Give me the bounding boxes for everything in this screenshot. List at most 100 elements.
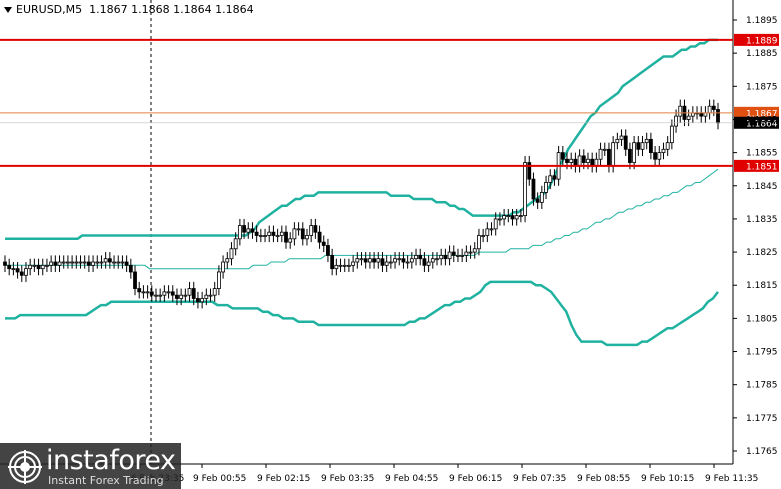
candle [242,218,246,239]
candle [636,136,641,156]
candle [166,285,171,299]
candle-body [66,261,70,264]
time-tick-label: 9 Feb 02:15 [257,474,310,484]
candle [296,222,301,236]
candle [493,212,498,236]
candle [32,258,37,272]
chevron-down-icon[interactable] [4,7,12,13]
candle-body [229,248,234,260]
candle-body [254,231,259,236]
candle [665,136,670,156]
candle [78,255,83,269]
candle-body [28,264,33,270]
candle [24,262,28,282]
instaforex-logo: instaforex Instant Forex Trading [0,443,181,489]
candle [397,252,402,266]
candle [334,258,339,276]
candle [384,255,389,272]
bid-price-tag-label: 1.1864 [746,119,778,129]
candle-body [464,251,469,256]
candle [628,142,632,170]
candle [57,255,62,272]
candle [535,192,540,209]
support-level-tag [734,159,779,172]
candle [544,175,548,200]
price-tick-label: 1.1815 [746,281,778,291]
candle [141,285,146,299]
candle-body [305,235,309,240]
candle-body [707,105,712,114]
candle-body [57,261,62,266]
candle-body [11,268,16,271]
candle-body [141,291,146,294]
candle [498,212,502,226]
time-tick-label: 9 Feb 10:15 [641,474,694,484]
candle-body [225,258,230,263]
candle-body [334,264,339,270]
candle [208,288,213,302]
candle [456,248,460,263]
candle [451,245,456,263]
candle-body [124,261,129,266]
candle-body [15,268,20,273]
candle [443,248,448,266]
candle-body [426,261,431,266]
candle [45,258,49,272]
support-level-tag-label: 1.1851 [746,162,778,172]
candle-body [271,231,276,236]
candle-body [493,218,498,230]
time-tick-label: 9 Feb 00:55 [193,474,246,484]
time-tick-label: 9 Feb 03:35 [321,474,374,484]
candle-body [607,148,611,167]
candle [200,291,205,309]
candle [531,172,536,206]
candle [602,142,607,156]
candle-body [242,225,246,233]
lower-bollinger-band [5,280,719,347]
candle [86,255,91,272]
candle [506,208,511,223]
candle-body [342,264,347,267]
candle-body [183,294,188,297]
candle-body [544,182,548,193]
candle [3,255,7,272]
candle [191,281,196,306]
candle [472,242,477,259]
candle-body [372,258,376,263]
candle-body [145,291,150,294]
candle-body [200,298,205,303]
candle-body [535,198,540,203]
candle-body [24,268,28,276]
candle-body [99,261,104,264]
candle [405,255,410,269]
ohlc-quotes: 1.1867 1.1868 1.1864 1.1864 [89,3,254,16]
candle-body [284,231,288,243]
candle [145,285,150,299]
candle [321,235,326,253]
candle [527,155,532,186]
candle-body [40,264,45,270]
candle-body [586,158,590,163]
candle-body [246,228,251,233]
price-tick-label: 1.1825 [746,248,778,258]
candle [523,155,527,223]
candle-body [49,261,54,266]
candle [548,169,553,190]
candle [99,255,104,269]
candle [225,252,230,269]
candle [133,265,137,296]
candle [91,255,95,272]
candle [216,265,221,296]
candle [149,285,154,302]
candle [598,142,603,166]
candle [657,145,662,166]
candle-body [162,291,167,296]
candle [175,288,179,306]
candle [414,248,418,266]
instaforex-logo-icon [8,450,42,484]
candle-body [632,142,637,163]
candle [401,252,406,269]
candle-body [212,288,217,296]
candle [300,222,305,246]
